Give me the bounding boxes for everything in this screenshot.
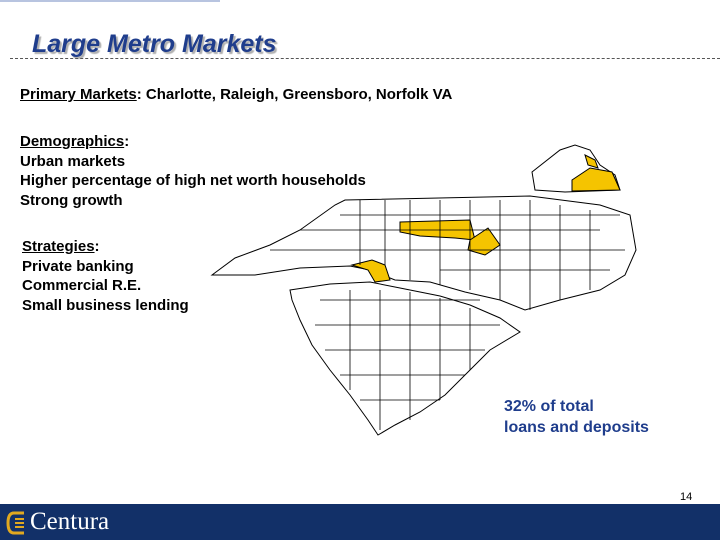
callout-line: loans and deposits [504, 419, 649, 436]
demographics: Demographics: Urban markets Higher perce… [20, 132, 366, 210]
primary-markets: Primary Markets: Charlotte, Raleigh, Gre… [20, 85, 452, 105]
norfolk-area [584, 154, 599, 169]
page-number: 14 [680, 491, 693, 503]
south-carolina [289, 281, 521, 436]
heading: Strategies: [22, 237, 189, 257]
callout: 32% of total loans and deposits [504, 396, 649, 438]
footer: Centura [0, 504, 720, 540]
county-lines [270, 200, 625, 430]
item: Strong growth [20, 191, 123, 209]
item: Small business lending [22, 296, 189, 314]
strategies: Strategies: Private banking Commercial R… [22, 237, 189, 315]
text: : Charlotte, Raleigh, Greensboro, Norfol… [136, 86, 453, 103]
logo-icon [6, 511, 24, 535]
norfolk-area [571, 167, 621, 192]
label: Demographics [20, 133, 125, 150]
charlotte-area [350, 259, 391, 283]
title: Large Metro Markets [32, 30, 277, 58]
top-rule [0, 0, 220, 2]
title-rule [10, 58, 720, 59]
item: Commercial R.E. [22, 277, 142, 294]
heading: Demographics: [20, 132, 366, 152]
logo-text: Centura [30, 508, 110, 535]
callout-line: 32% of total [504, 398, 594, 415]
item: Urban markets [20, 152, 126, 170]
label: Primary Markets [20, 86, 137, 103]
item: Higher percentage of high net worth hous… [20, 172, 366, 189]
suffix: : [124, 133, 130, 150]
label: Strategies [22, 238, 95, 255]
item: Private banking [22, 257, 134, 275]
suffix: : [94, 238, 100, 255]
